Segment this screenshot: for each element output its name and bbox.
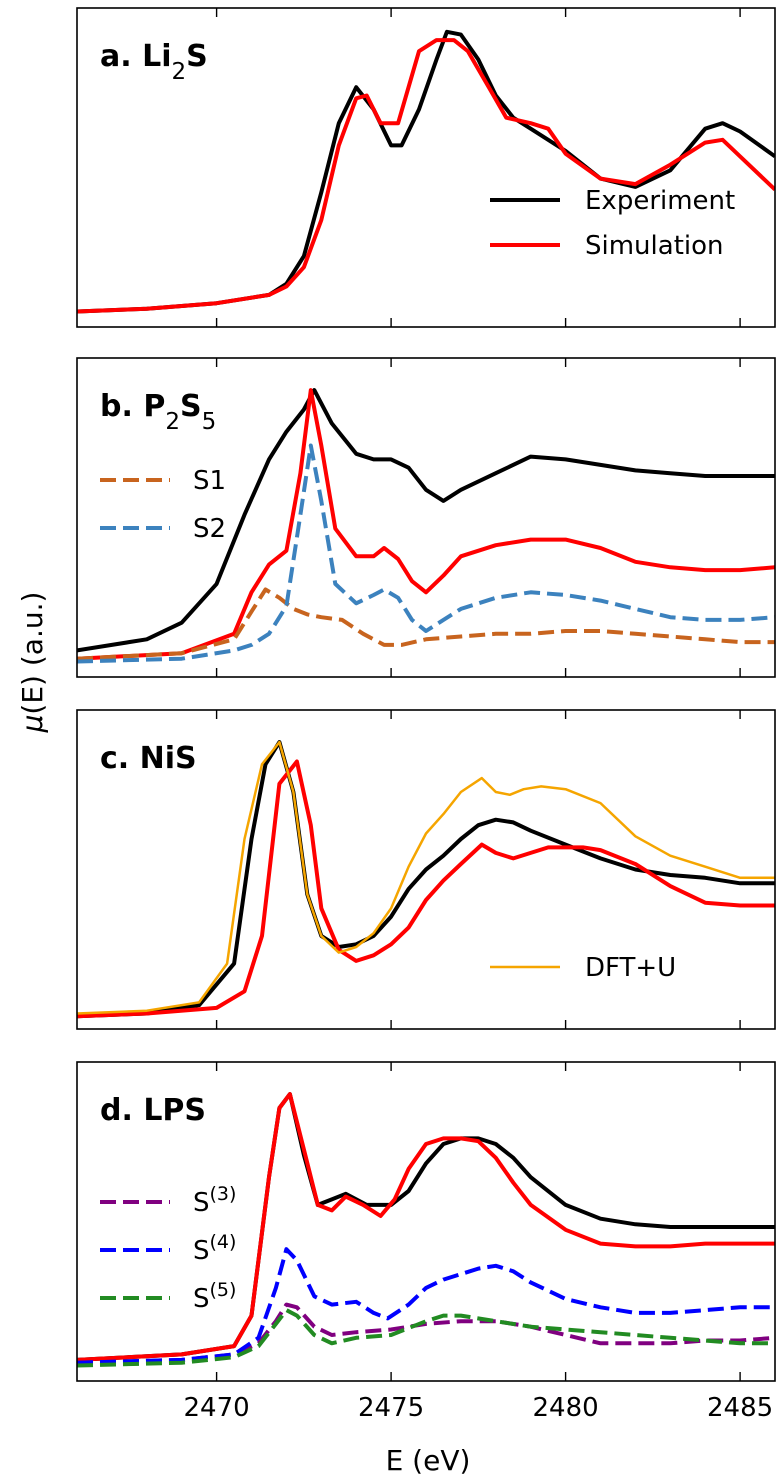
series-line-4-5 bbox=[77, 1308, 775, 1368]
panel-1-frame bbox=[76, 7, 776, 328]
legend-label: S1 bbox=[193, 466, 226, 496]
panel-4: 2470 2475 2480 2485 d. LPS S(3) S(4) S(5) bbox=[76, 1061, 776, 1423]
series-line-4-1 bbox=[77, 1092, 775, 1362]
x-tick-label: 2470 bbox=[184, 1393, 250, 1423]
series-line-4-2 bbox=[77, 1092, 775, 1362]
legend-3: DFT+U bbox=[490, 953, 676, 983]
panel-1-series bbox=[77, 29, 775, 314]
panel-2-series bbox=[77, 388, 775, 664]
legend-label: S(5) bbox=[193, 1279, 236, 1314]
series-line-2-4 bbox=[77, 443, 775, 664]
series-line-3-1 bbox=[77, 740, 775, 1019]
panel-label: b. P2S5 bbox=[100, 389, 216, 435]
legend-label: DFT+U bbox=[585, 953, 676, 983]
panel-1: a. Li2S Experiment Simulation bbox=[76, 7, 776, 328]
series-line-1-1 bbox=[77, 29, 775, 314]
panel-4-frame bbox=[76, 1061, 776, 1382]
legend-4: S(3) S(4) S(5) bbox=[100, 1183, 236, 1314]
panels: a. Li2S Experiment Simulation b. P2S5 S1 S2 c.… bbox=[76, 7, 776, 1423]
legend-2: S1 S2 bbox=[100, 466, 226, 544]
legend-1: Experiment Simulation bbox=[490, 186, 735, 261]
y-axis-label-rest: (E) (a.u.) bbox=[16, 592, 49, 715]
series-line-2-3 bbox=[77, 587, 775, 661]
panel-2: b. P2S5 S1 S2 bbox=[76, 357, 776, 678]
legend-label: Experiment bbox=[585, 186, 735, 216]
x-tick-label: 2475 bbox=[358, 1393, 424, 1423]
panel-3: c. NiS DFT+U bbox=[76, 709, 776, 1030]
series-line-3-2 bbox=[77, 759, 775, 1019]
x-axis-label: E (eV) bbox=[386, 1444, 471, 1477]
panel-2-frame bbox=[76, 357, 776, 678]
panel-3-frame bbox=[76, 709, 776, 1030]
y-axis-label: μ(E) (a.u.) bbox=[16, 592, 49, 734]
legend-label: S(4) bbox=[193, 1231, 236, 1266]
x-tick-label: 2480 bbox=[533, 1393, 599, 1423]
panel-3-series bbox=[77, 740, 775, 1019]
series-line-2-2 bbox=[77, 388, 775, 661]
panel-label: d. LPS bbox=[100, 1093, 206, 1128]
legend-label: S(3) bbox=[193, 1183, 236, 1218]
panel-label: c. NiS bbox=[100, 741, 197, 776]
y-axis-label-mu: μ bbox=[16, 715, 49, 734]
panel-label: a. Li2S bbox=[100, 39, 208, 85]
series-line-1-2 bbox=[77, 38, 775, 314]
legend-label: Simulation bbox=[585, 231, 724, 261]
series-line-2-1 bbox=[77, 388, 775, 653]
x-tick-label: 2485 bbox=[707, 1393, 773, 1423]
series-line-4-3 bbox=[77, 1302, 775, 1365]
legend-label: S2 bbox=[193, 514, 226, 544]
panel-4-series bbox=[77, 1092, 775, 1368]
series-line-3-3 bbox=[77, 740, 775, 1015]
series-line-4-4 bbox=[77, 1247, 775, 1365]
